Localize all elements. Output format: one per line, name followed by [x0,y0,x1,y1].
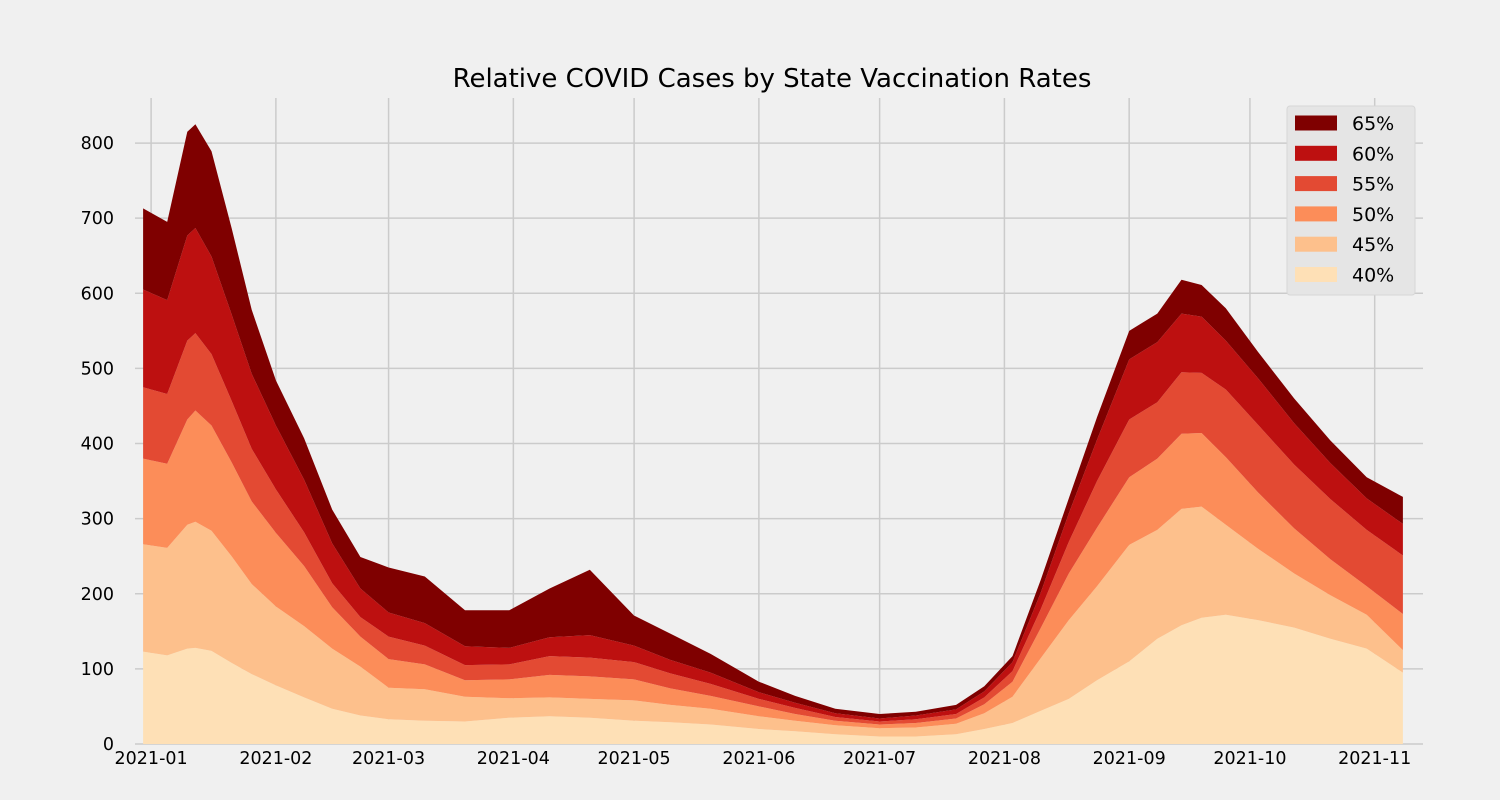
legend-label: 50% [1352,204,1394,226]
x-tick-label: 2021-10 [1213,749,1286,769]
y-tick-label: 600 [81,284,114,304]
y-tick-label: 800 [81,134,114,154]
x-axis-ticks: 2021-01 2021-02 2021-03 2021-04 2021-05 2021-… [115,749,1412,769]
y-tick-label: 0 [103,735,114,755]
x-tick-label: 2021-04 [477,749,550,769]
legend-swatch [1295,236,1337,252]
x-tick-label: 2021-06 [722,749,795,769]
x-tick-label: 2021-02 [239,749,312,769]
legend-label: 60% [1352,143,1394,165]
y-axis-ticks: 0 100 200 300 400 500 600 700 800 [81,134,114,755]
x-tick-label: 2021-01 [115,749,188,769]
x-tick-label: 2021-07 [843,749,916,769]
area-series-1 [143,506,1403,737]
chart-title: Relative COVID Cases by State Vaccinatio… [453,64,1092,94]
y-tick-label: 400 [81,435,114,455]
legend-label: 45% [1352,234,1394,256]
x-tick-label: 2021-03 [352,749,425,769]
y-tick-label: 200 [81,585,114,605]
legend-label: 55% [1352,174,1394,196]
y-tick-label: 700 [81,209,114,229]
area-series-0 [143,614,1403,744]
legend-swatch [1295,115,1337,131]
x-tick-label: 2021-05 [598,749,671,769]
legend-swatch [1295,176,1337,192]
legend-label: 40% [1352,265,1394,287]
y-tick-label: 300 [81,510,114,530]
legend-box [1286,105,1416,296]
y-tick-label: 500 [81,359,114,379]
x-tick-label: 2021-09 [1093,749,1166,769]
legend-swatch [1295,145,1337,161]
legend-label: 65% [1352,113,1394,135]
x-tick-label: 2021-11 [1338,749,1411,769]
legend-swatch [1295,206,1337,222]
legend-swatch [1295,267,1337,282]
y-tick-label: 100 [81,660,114,680]
legend: 65% 60% 55% 50% 45% 40% [1286,105,1416,296]
area-series [143,124,1403,744]
x-tick-label: 2021-08 [968,749,1041,769]
